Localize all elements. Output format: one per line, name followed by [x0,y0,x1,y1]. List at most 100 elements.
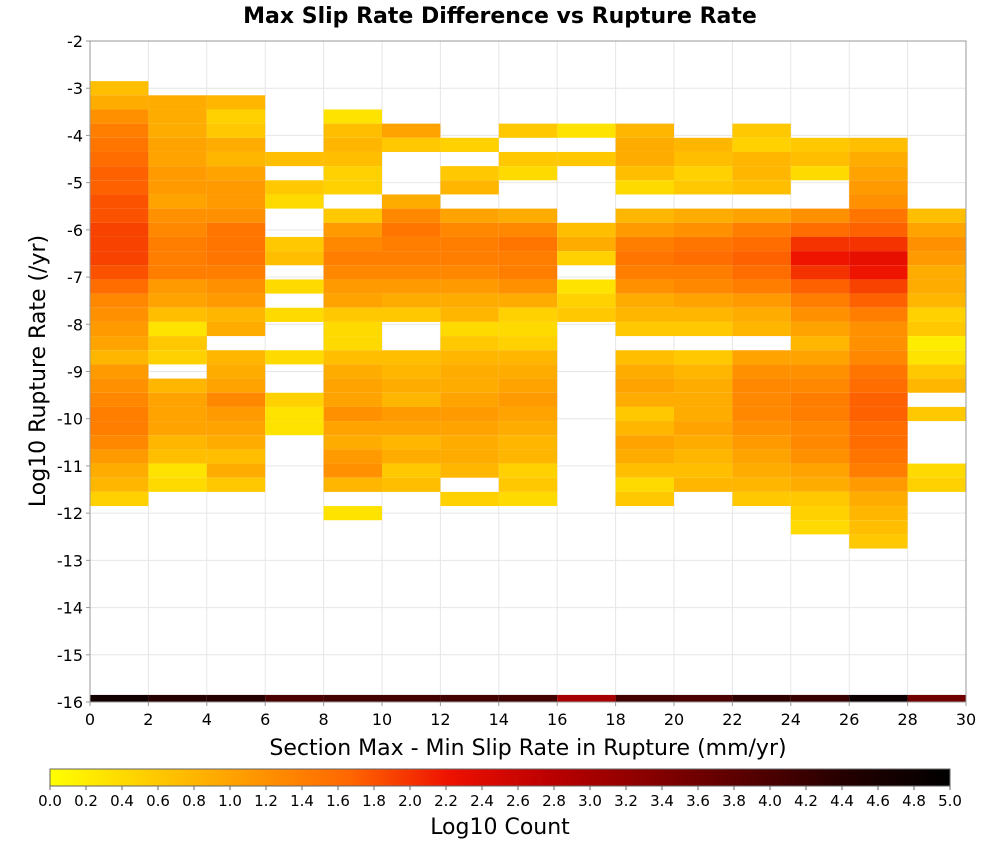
x-tick-label: 22 [722,710,742,729]
heatmap-cell [732,236,791,252]
heatmap-cell [615,392,674,407]
heatmap-cell [907,265,966,280]
heatmap-cell [498,421,558,436]
heatmap-cell [440,265,499,280]
heatmap-cell [790,166,850,181]
heatmap-cell [148,166,207,181]
heatmap-cell [148,137,207,152]
heatmap-cell [498,236,558,252]
heatmap-cell [382,364,441,379]
heatmap-cell [323,123,382,138]
heatmap-cell [615,406,674,422]
heatmap-cell [440,406,499,422]
heatmap-cell [849,321,908,337]
heatmap-cell [440,378,499,393]
heatmap-cell [674,378,733,393]
heatmap-cell [732,137,791,152]
heatmap-cell [732,463,791,478]
heatmap-cell [440,137,499,152]
heatmap-cell [498,208,558,223]
heatmap-cell [148,449,207,464]
heatmap-cell [323,449,382,464]
heatmap-floor-cell [790,694,850,702]
heatmap-cell [440,421,499,436]
colorbar-tick-label: 0.0 [38,792,62,810]
heatmap-cell [674,293,733,308]
heatmap-cell [790,307,850,322]
heatmap-floor-cell [907,694,966,702]
heatmap-cell [790,520,850,535]
heatmap-cell [440,251,499,266]
heatmap-cell [440,307,499,322]
heatmap-cell [849,463,908,478]
heatmap-cell [732,491,791,507]
heatmap-cell [790,477,850,492]
y-axis-label: Log10 Rupture Rate (/yr) [26,235,51,507]
heatmap-cell [206,208,266,223]
heatmap-cell [90,208,149,223]
heatmap-cell [907,350,966,365]
heatmap-cell [206,180,266,195]
heatmap-cell [849,336,908,351]
heatmap-cell [674,265,733,280]
heatmap-cell [732,364,791,379]
heatmap-cell [674,251,733,266]
heatmap-cell [440,321,499,337]
heatmap-cell [732,151,791,167]
heatmap-cell [440,222,499,237]
heatmap-cell [557,279,616,294]
heatmap-cell [790,406,850,422]
heatmap-cell [790,378,850,393]
heatmap-cell [849,151,908,167]
heatmap-cell [790,350,850,365]
heatmap-cell [206,251,266,266]
heatmap-cell [849,222,908,237]
heatmap-cell [382,208,441,223]
colorbar-tick-label: 3.4 [650,792,674,810]
heatmap-cell [90,279,149,294]
heatmap-cell [323,421,382,436]
heatmap-cell [615,123,674,138]
heatmap-cell [323,406,382,422]
heatmap-cell [615,137,674,152]
heatmap-cell [732,222,791,237]
x-tick-label: 24 [781,710,801,729]
heatmap-cell [148,180,207,195]
y-tick-label: -9 [67,363,83,382]
heatmap-cell [615,151,674,167]
heatmap-cell [382,406,441,422]
heatmap-cell [440,293,499,308]
heatmap-cell [206,222,266,237]
heatmap-cell [382,421,441,436]
heatmap-cell [674,151,733,167]
heatmap-cell [90,265,149,280]
heatmap-cell [440,350,499,365]
heatmap-cell [440,449,499,464]
heatmap-cell [849,293,908,308]
heatmap-cell [674,222,733,237]
heatmap-cell [615,279,674,294]
heatmap-cell [440,392,499,407]
x-tick-label: 4 [202,710,212,729]
heatmap-cell [148,336,207,351]
heatmap-cell [323,336,382,351]
heatmap-floor-cell [382,694,441,702]
heatmap-cell [732,208,791,223]
heatmap-cell [148,321,207,337]
heatmap-cell [790,421,850,436]
heatmap-cell [148,307,207,322]
y-tick-label: -6 [67,221,83,240]
heatmap-cell [498,279,558,294]
heatmap-cell [849,406,908,422]
heatmap-cell [148,378,207,393]
heatmap-cell [382,463,441,478]
heatmap-cell [907,236,966,252]
heatmap-cell [907,321,966,337]
heatmap-cell [615,435,674,450]
heatmap-cell [148,421,207,436]
heatmap-cell [206,95,266,110]
heatmap-cell [90,364,149,379]
heatmap-cell [498,123,558,138]
heatmap-cell [323,137,382,152]
